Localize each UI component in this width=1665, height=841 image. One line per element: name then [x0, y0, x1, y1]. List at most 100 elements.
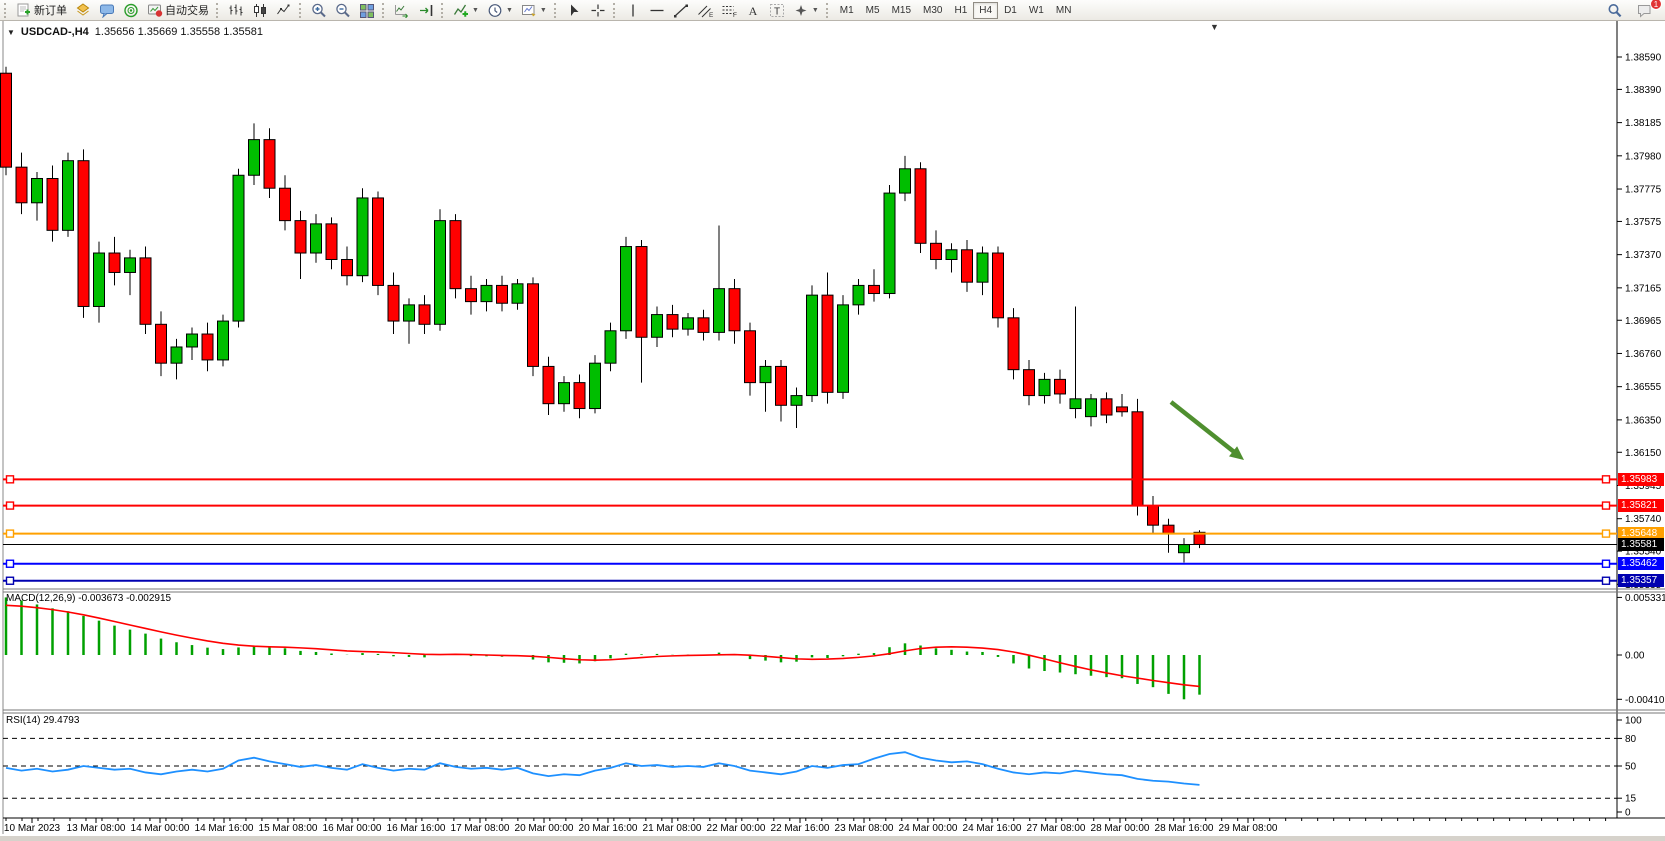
macd-histogram-bar [1058, 655, 1062, 673]
line-handle[interactable] [5, 475, 15, 484]
fibonacci-button[interactable]: F [717, 1, 741, 20]
svg-text:50: 50 [1625, 762, 1637, 773]
toolbar-grip[interactable] [4, 2, 10, 18]
chart-window[interactable]: 1.38590 1.38390 1.38185 1.37980 1.37775 1.375… [0, 21, 1665, 841]
templates-icon [521, 3, 537, 18]
text-label-button[interactable]: T [765, 1, 789, 20]
bear-candle [635, 246, 648, 338]
line-handle[interactable] [5, 576, 15, 585]
horizontal-line-button[interactable] [645, 1, 669, 20]
line-handle[interactable] [1601, 559, 1611, 568]
timeframe-m5[interactable]: M5 [865, 4, 880, 16]
price-label: 1.35983 [1618, 472, 1664, 486]
toolbar-grip[interactable] [553, 2, 560, 18]
timeframe-h1[interactable]: H1 [954, 4, 968, 16]
timeframe-mn[interactable]: MN [1055, 4, 1072, 16]
bull-candle [899, 168, 911, 194]
cursor-button[interactable] [562, 1, 586, 20]
chart-shift-marker-icon[interactable]: ▼ [1210, 22, 1219, 32]
line-handle[interactable] [1601, 576, 1611, 585]
macd-histogram-bar [857, 653, 860, 655]
equidistant-channel-button[interactable]: E [693, 1, 717, 20]
bar-chart-button[interactable] [224, 1, 248, 20]
toolbar-grip[interactable] [612, 2, 619, 18]
timeframe-h4[interactable]: H4 [973, 1, 999, 19]
toolbar-grip[interactable] [382, 2, 388, 18]
toolbar-grip[interactable] [441, 2, 447, 18]
time-axis[interactable]: 10 Mar 2023 13 Mar 08:00 14 Mar 00:00 14 Ma… [4, 818, 1607, 834]
macd-histogram-bar [175, 642, 178, 655]
search-button[interactable] [1603, 1, 1627, 20]
macd-histogram-bar [640, 654, 643, 655]
svg-text:1.38590: 1.38590 [1625, 53, 1662, 64]
chevron-down-icon: ▼ [539, 6, 547, 14]
line-chart-button[interactable] [272, 1, 296, 20]
timeframe-w1[interactable]: W1 [1028, 4, 1044, 16]
svg-text:10 Mar 2023: 10 Mar 2023 [4, 823, 61, 834]
indicators-button[interactable]: ▼ [449, 1, 483, 20]
candlestick-button[interactable] [248, 1, 272, 20]
macd-pane[interactable]: 0.005331 0.00 -0.004102 [4, 593, 1665, 706]
bull-candle [511, 283, 524, 304]
bear-candle [1054, 378, 1066, 395]
timeframe-m1[interactable]: M1 [839, 4, 854, 16]
line-handle[interactable] [5, 501, 15, 510]
autotrading-button[interactable]: 自动交易 [143, 1, 213, 20]
svg-text:1.38390: 1.38390 [1625, 85, 1662, 96]
macd-histogram-bar [981, 651, 984, 655]
notifications-button[interactable]: 1 [1633, 0, 1662, 20]
metaeditor-button[interactable] [71, 1, 95, 20]
svg-text:F: F [733, 12, 737, 18]
new-order-button[interactable]: 新订单 [12, 1, 71, 20]
drawn-lines[interactable] [3, 475, 1617, 585]
bear-candle [496, 284, 508, 304]
zoom-out-button[interactable] [331, 1, 355, 20]
toolbar-grip[interactable] [825, 2, 832, 18]
chart-shift-button[interactable] [414, 1, 438, 20]
tile-windows-button[interactable] [355, 1, 379, 20]
collapse-icon[interactable]: ▼ [7, 27, 15, 37]
line-handle[interactable] [1601, 529, 1611, 538]
timeframe-m30[interactable]: M30 [923, 4, 943, 16]
line-handle[interactable] [1601, 475, 1611, 484]
annotation-arrow[interactable] [1169, 400, 1244, 460]
line-handle[interactable] [1601, 501, 1611, 510]
macd-histogram-bar [97, 620, 101, 655]
line-handle[interactable] [5, 559, 15, 568]
svg-text:1.36555: 1.36555 [1625, 382, 1662, 393]
svg-text:1.37775: 1.37775 [1625, 185, 1662, 196]
bear-candle [868, 284, 880, 295]
toolbar-grip[interactable] [299, 2, 305, 18]
arrows-button[interactable]: ▼ [789, 1, 823, 20]
market-watch-button[interactable] [95, 1, 119, 20]
trendline-button[interactable] [669, 1, 693, 20]
bull-candle [790, 395, 803, 406]
rsi-pane[interactable]: 100 80 50 15 0 [3, 716, 1642, 819]
periods-button[interactable]: ▼ [483, 1, 517, 20]
macd-histogram-bar [593, 655, 597, 662]
crosshair-button[interactable] [586, 1, 610, 20]
auto-scroll-button[interactable] [390, 1, 414, 20]
svg-text:0.00: 0.00 [1625, 651, 1645, 662]
timeframe-m15[interactable]: M15 [891, 4, 912, 16]
svg-text:23 Mar 08:00: 23 Mar 08:00 [835, 823, 894, 834]
signals-button[interactable] [119, 1, 143, 20]
toolbar-grip[interactable] [216, 2, 222, 18]
timeframe-d1[interactable]: D1 [1004, 4, 1017, 16]
bull-candle [186, 333, 198, 348]
zoom-in-button[interactable] [307, 1, 331, 20]
bear-candle [46, 178, 59, 231]
macd-histogram-bar [1120, 655, 1124, 679]
templates-button[interactable]: ▼ [517, 1, 551, 20]
macd-histogram-bar [779, 655, 783, 663]
text-button[interactable]: A [741, 1, 765, 20]
macd-histogram-bar [423, 655, 426, 658]
cursor-icon [566, 3, 582, 18]
vertical-line-button[interactable] [621, 1, 645, 20]
svg-text:1.37980: 1.37980 [1625, 151, 1662, 162]
macd-histogram-bar [1105, 655, 1108, 678]
line-handle[interactable] [5, 529, 15, 538]
arrows-icon [793, 3, 809, 18]
